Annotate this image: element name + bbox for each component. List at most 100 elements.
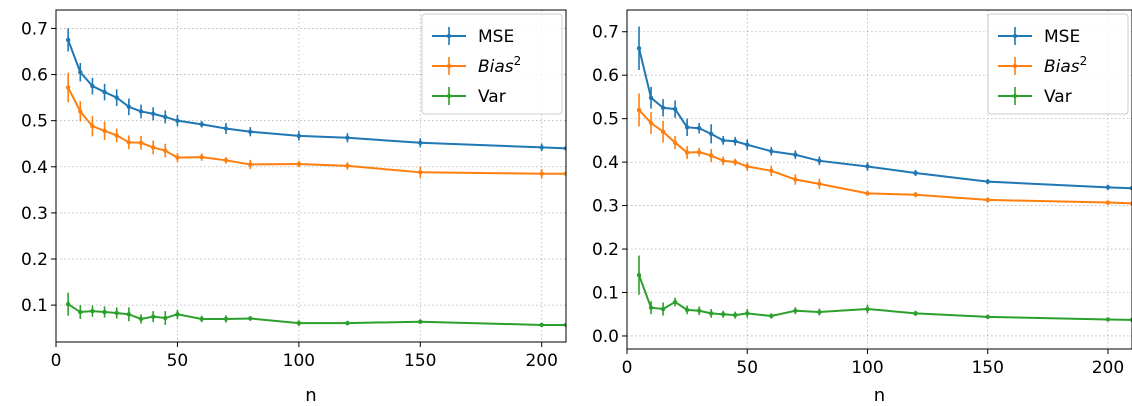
data-point xyxy=(199,316,204,322)
series-bias xyxy=(636,93,1132,206)
x-tick-label: 200 xyxy=(1092,358,1124,378)
series-var xyxy=(636,255,1132,323)
data-point xyxy=(78,70,83,75)
data-point xyxy=(1129,185,1132,191)
data-point xyxy=(913,192,918,197)
series-mse xyxy=(65,28,566,152)
series-line xyxy=(638,109,1132,205)
x-tick-label: 50 xyxy=(736,358,758,378)
x-tick-label: 50 xyxy=(167,351,189,371)
data-point xyxy=(672,106,678,112)
data-point xyxy=(1105,200,1111,205)
data-point xyxy=(636,107,642,113)
data-point xyxy=(733,312,738,318)
plot-frame xyxy=(55,9,567,343)
x-tick-label: 100 xyxy=(283,351,315,371)
legend-entry: MSE xyxy=(432,27,514,47)
series-mse xyxy=(636,26,1132,191)
legend-entry: MSE xyxy=(998,27,1080,47)
data-point xyxy=(150,111,156,116)
data-point xyxy=(793,308,798,313)
data-point xyxy=(248,129,253,134)
data-point xyxy=(720,138,726,143)
data-point xyxy=(138,140,144,145)
data-point xyxy=(126,140,132,145)
legend: MSE Bias2 Var xyxy=(987,13,1129,115)
data-point xyxy=(199,154,204,160)
y-tick-label: 0.2 xyxy=(592,240,619,260)
data-point xyxy=(78,309,83,315)
data-point xyxy=(696,126,702,131)
legend-label: MSE xyxy=(478,27,514,47)
y-tick-label: 0.5 xyxy=(21,112,48,132)
data-point xyxy=(672,299,678,305)
data-point xyxy=(769,149,774,154)
data-point xyxy=(248,162,253,167)
data-point xyxy=(345,163,350,169)
legend-box xyxy=(421,13,563,115)
legend-label: Bias2 xyxy=(1044,54,1087,77)
data-point xyxy=(175,312,180,317)
data-point xyxy=(90,308,95,314)
data-point xyxy=(78,109,83,114)
data-point xyxy=(684,307,690,313)
data-point xyxy=(150,314,156,319)
data-point xyxy=(817,181,822,187)
data-point xyxy=(708,153,714,158)
chart-panel-left: 0.1 0.2 0.3 0.4 0.5 0.6 0.7 0 50 100 150 200 n MSE Bia… xyxy=(21,9,567,406)
legend-label: Var xyxy=(1044,87,1072,107)
data-point xyxy=(138,316,144,322)
data-point xyxy=(65,37,71,43)
data-point xyxy=(708,311,714,316)
data-point xyxy=(696,308,702,313)
y-tick-label: 0.0 xyxy=(592,327,619,347)
x-tick-label: 0 xyxy=(622,358,633,378)
data-point xyxy=(175,155,180,160)
x-axis-label: n xyxy=(874,385,885,406)
data-point xyxy=(418,140,423,145)
data-point xyxy=(745,311,750,316)
data-point xyxy=(745,164,750,169)
data-point xyxy=(65,301,71,307)
data-point xyxy=(345,135,350,140)
data-point xyxy=(539,145,544,150)
data-point xyxy=(865,191,870,196)
data-point xyxy=(126,312,132,317)
data-point xyxy=(720,158,726,164)
x-tick-label: 100 xyxy=(851,358,883,378)
data-point xyxy=(865,164,870,169)
data-point xyxy=(223,158,229,163)
data-point xyxy=(163,148,168,153)
data-point xyxy=(913,170,918,176)
x-axis-label: n xyxy=(305,385,316,406)
data-point xyxy=(660,129,666,134)
data-point xyxy=(563,146,566,151)
data-point xyxy=(296,320,302,326)
legend: MSE Bias2 Var xyxy=(421,13,563,115)
data-point xyxy=(418,170,423,175)
data-point xyxy=(102,309,107,315)
data-point xyxy=(296,161,302,167)
data-point xyxy=(708,131,714,137)
data-point xyxy=(1129,317,1132,323)
data-point xyxy=(817,158,822,164)
legend-entry: Bias2 xyxy=(432,54,521,77)
x-tick-label: 0 xyxy=(51,351,62,371)
data-point xyxy=(90,124,95,129)
data-point xyxy=(793,152,798,157)
legend-entry: Bias2 xyxy=(998,54,1087,77)
data-point xyxy=(769,313,774,319)
data-point xyxy=(745,142,750,147)
y-tick-label: 0.4 xyxy=(592,153,619,173)
data-point xyxy=(114,95,119,100)
data-point xyxy=(296,133,302,139)
y-tick-label: 0.1 xyxy=(592,284,619,304)
data-point xyxy=(660,306,666,312)
data-point xyxy=(563,322,566,328)
data-point xyxy=(345,320,350,326)
legend-box xyxy=(987,13,1129,115)
data-point xyxy=(865,306,870,312)
x-tick-label: 150 xyxy=(404,351,436,371)
data-point xyxy=(539,171,544,176)
legend-entry: Var xyxy=(998,87,1072,107)
